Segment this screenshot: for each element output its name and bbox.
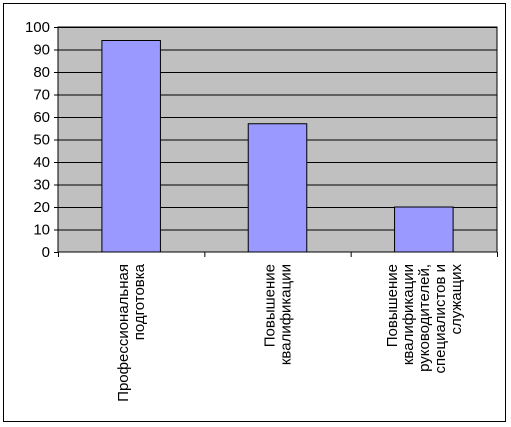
y-tick-label-1: 10 xyxy=(33,222,50,239)
category-label-2-line-0: Повышение xyxy=(384,264,401,347)
bar-1 xyxy=(247,123,308,253)
y-tick-label-0: 0 xyxy=(42,244,50,261)
y-tick-label-4: 40 xyxy=(33,154,50,171)
bar-0 xyxy=(101,40,161,253)
category-label-1: Повышение квалификации xyxy=(262,264,295,365)
y-tick-label-2: 20 xyxy=(33,199,50,216)
y-tick-labels: 0 10 20 30 40 50 60 70 80 90 100 xyxy=(25,19,50,261)
category-label-2-line-1: квалификации xyxy=(400,264,417,365)
category-label-1-line-1: квалификации xyxy=(278,264,295,365)
bar-2 xyxy=(394,206,454,253)
y-tick-label-10: 100 xyxy=(25,19,50,36)
category-label-0-line-0: Профессиональная xyxy=(115,264,132,402)
axes xyxy=(54,27,498,257)
y-tick-label-7: 70 xyxy=(33,87,50,104)
y-tick-label-6: 60 xyxy=(33,109,50,126)
y-tick-label-3: 30 xyxy=(33,177,50,194)
y-tick-label-8: 80 xyxy=(33,64,50,81)
y-tick-label-5: 50 xyxy=(33,132,50,149)
category-labels: Профессиональная подготовка Повышение квали… xyxy=(115,263,465,401)
y-tick-label-9: 90 xyxy=(33,42,50,59)
category-label-2-line-2: руководителей, xyxy=(416,264,433,372)
category-label-2: Повышение квалификации руководителей, специ… xyxy=(384,264,465,374)
category-label-0: Профессиональная подготовка xyxy=(115,263,148,401)
category-label-2-line-3: специалистов и xyxy=(432,264,449,373)
category-label-1-line-0: Повышение xyxy=(262,264,279,347)
category-label-0-line-1: подготовка xyxy=(131,263,148,340)
category-label-2-line-4: служащих xyxy=(448,264,465,335)
